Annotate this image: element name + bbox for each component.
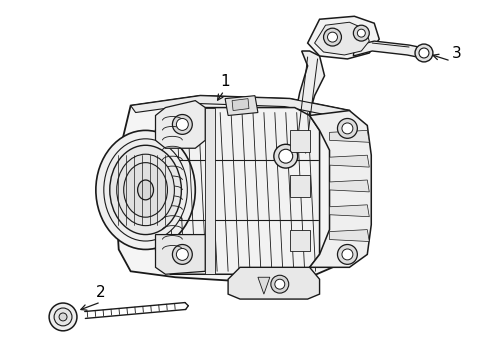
- Circle shape: [353, 25, 368, 41]
- Circle shape: [274, 279, 284, 289]
- Polygon shape: [257, 277, 269, 294]
- Circle shape: [273, 144, 297, 168]
- Polygon shape: [309, 111, 370, 267]
- Text: 2: 2: [96, 285, 105, 300]
- Polygon shape: [289, 175, 309, 197]
- Circle shape: [337, 118, 357, 138]
- Circle shape: [172, 244, 192, 264]
- Polygon shape: [329, 155, 368, 167]
- Polygon shape: [329, 130, 368, 142]
- Circle shape: [270, 275, 288, 293]
- Polygon shape: [289, 130, 309, 152]
- Polygon shape: [155, 100, 205, 148]
- Circle shape: [323, 28, 341, 46]
- Polygon shape: [205, 108, 215, 274]
- Text: 1: 1: [220, 74, 229, 89]
- Polygon shape: [329, 230, 368, 242]
- Circle shape: [414, 44, 432, 62]
- Circle shape: [176, 248, 188, 260]
- Circle shape: [341, 123, 352, 134]
- Text: 3: 3: [451, 46, 461, 61]
- Polygon shape: [307, 16, 379, 59]
- Circle shape: [327, 32, 337, 42]
- Circle shape: [172, 114, 192, 134]
- Circle shape: [418, 48, 428, 58]
- Polygon shape: [232, 99, 248, 111]
- Ellipse shape: [117, 154, 174, 226]
- Ellipse shape: [96, 130, 195, 249]
- Ellipse shape: [109, 145, 181, 235]
- Circle shape: [341, 249, 352, 260]
- Polygon shape: [329, 205, 368, 217]
- Circle shape: [337, 244, 357, 264]
- Polygon shape: [329, 180, 368, 192]
- Polygon shape: [227, 267, 319, 299]
- Circle shape: [49, 303, 77, 331]
- Ellipse shape: [103, 139, 187, 241]
- Circle shape: [278, 149, 292, 163]
- Circle shape: [357, 29, 365, 37]
- Ellipse shape: [123, 163, 167, 217]
- Ellipse shape: [137, 180, 153, 200]
- Polygon shape: [281, 51, 324, 158]
- Polygon shape: [224, 96, 257, 116]
- Polygon shape: [314, 22, 368, 55]
- Polygon shape: [130, 96, 349, 118]
- Polygon shape: [353, 41, 428, 59]
- Circle shape: [54, 308, 72, 326]
- Circle shape: [59, 313, 67, 321]
- Polygon shape: [289, 230, 309, 251]
- Polygon shape: [155, 108, 319, 274]
- Polygon shape: [116, 96, 359, 281]
- Polygon shape: [155, 235, 205, 274]
- Circle shape: [176, 118, 188, 130]
